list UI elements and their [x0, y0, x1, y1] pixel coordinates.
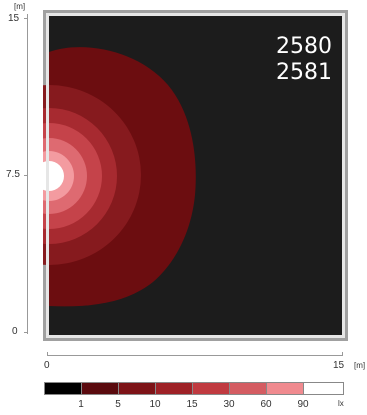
legend-swatch-2	[118, 382, 156, 395]
plot-left-edge	[46, 13, 49, 338]
legend-unit: lx	[338, 399, 344, 408]
legend-label-15: 15	[186, 399, 198, 410]
y-tick-label-mid: 7.5	[6, 169, 20, 180]
legend-label-10: 10	[149, 399, 161, 410]
legend-label-5: 5	[115, 399, 121, 410]
legend-swatch-5	[229, 382, 267, 395]
x-tick-label-end: 15	[333, 360, 345, 371]
x-axis-unit: [m]	[354, 361, 366, 370]
x-axis-line	[47, 355, 343, 356]
legend-swatch-1	[81, 382, 119, 395]
legend-label-1: 1	[78, 399, 84, 410]
x-tick-mark-end	[342, 352, 343, 356]
legend-swatch-6	[266, 382, 304, 395]
overlay-number-2: 2581	[276, 60, 332, 85]
legend-swatch-0	[44, 382, 82, 395]
y-tick-label-top: 15	[8, 13, 20, 24]
x-tick-label-start: 0	[44, 360, 50, 371]
legend-swatch-7	[303, 382, 344, 395]
legend-label-90: 90	[297, 399, 309, 410]
legend-swatch-3	[155, 382, 193, 395]
y-axis-line	[27, 14, 28, 334]
y-tick-mark-top	[24, 18, 28, 19]
y-tick-label-bottom: 0	[12, 326, 18, 337]
legend-bar	[44, 382, 344, 395]
illuminance-plot	[43, 10, 348, 341]
y-axis-unit: [m]	[14, 2, 26, 11]
y-tick-mark-mid	[24, 175, 28, 176]
overlay-number-1: 2580	[276, 34, 332, 59]
legend-label-30: 30	[223, 399, 235, 410]
legend-labels: 1 5 10 15 30 60 90	[44, 399, 344, 413]
legend-swatch-4	[192, 382, 230, 395]
y-tick-mark-bottom	[24, 332, 28, 333]
legend-label-60: 60	[260, 399, 272, 410]
x-tick-mark-start	[47, 352, 48, 356]
